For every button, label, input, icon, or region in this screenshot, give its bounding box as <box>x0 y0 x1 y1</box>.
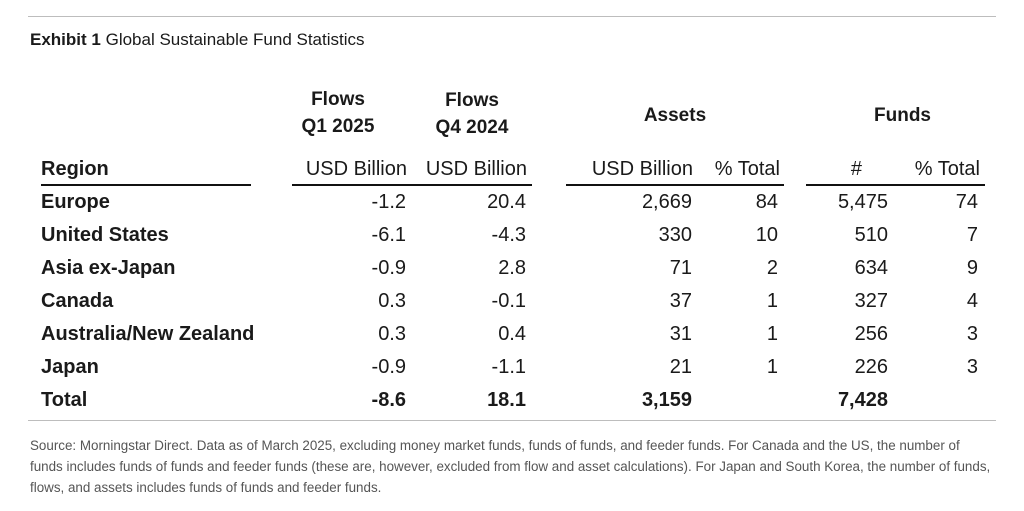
subheader-flows-q1-unit: USD Billion <box>305 158 407 180</box>
table-cell-funds: 5,475 <box>837 191 888 213</box>
table-cell-assets: 330 <box>658 224 692 246</box>
table-cell-funds-pct: 3 <box>966 356 978 378</box>
underline-funds <box>806 184 985 186</box>
table-cell-assets-pct: 2 <box>766 257 778 279</box>
underline-region <box>41 184 251 186</box>
exhibit-title-text: Global Sustainable Fund Statistics <box>105 30 365 49</box>
header-flows-q4: Flows Q4 2024 <box>412 87 532 141</box>
table-cell-flows-q4: -4.3 <box>491 224 526 246</box>
exhibit-label: Exhibit 1 <box>30 30 101 49</box>
table-cell-flows-q1: -0.9 <box>371 257 406 279</box>
table-cell-assets-pct: 84 <box>755 191 778 213</box>
table-cell-funds-pct: 74 <box>955 191 978 213</box>
table-cell-funds-pct: 7 <box>966 224 978 246</box>
table-cell-assets: 2,669 <box>641 191 692 213</box>
table-row-region: Europe <box>41 191 110 213</box>
subheader-funds-pct: % Total <box>914 158 980 180</box>
subheader-funds-count: # <box>850 158 862 180</box>
table-cell-funds-pct: 3 <box>966 323 978 345</box>
table-row-region: Canada <box>41 290 114 312</box>
table-row-region: Asia ex-Japan <box>41 257 176 279</box>
table-cell-assets: 31 <box>669 323 692 345</box>
table-cell-flows-q4: 2.8 <box>498 257 526 279</box>
total-flows-q4: 18.1 <box>487 389 526 411</box>
table-cell-funds: 510 <box>854 224 888 246</box>
table-cell-funds-pct: 9 <box>966 257 978 279</box>
total-flows-q1: -8.6 <box>371 389 406 411</box>
table-cell-funds-pct: 4 <box>966 290 978 312</box>
table-cell-flows-q1: -6.1 <box>371 224 406 246</box>
header-flows-q1-line2: Q1 2025 <box>301 116 375 137</box>
subheader-assets-pct: % Total <box>714 158 780 180</box>
top-rule <box>28 16 996 17</box>
table-cell-assets-pct: 1 <box>766 290 778 312</box>
bottom-rule <box>28 420 996 421</box>
table-cell-funds: 226 <box>854 356 888 378</box>
table-row-region: Japan <box>41 356 99 378</box>
table-cell-flows-q4: 20.4 <box>487 191 526 213</box>
subheader-assets-unit: USD Billion <box>591 158 693 180</box>
header-assets: Assets <box>643 105 707 126</box>
table-cell-flows-q4: -0.1 <box>491 290 526 312</box>
subheader-flows-q4-unit: USD Billion <box>425 158 527 180</box>
table-cell-flows-q1: -0.9 <box>371 356 406 378</box>
table-cell-assets-pct: 1 <box>766 323 778 345</box>
table-row-region: Australia/New Zealand <box>41 323 255 345</box>
table-cell-flows-q1: 0.3 <box>378 290 406 312</box>
header-flows-q4-line2: Q4 2024 <box>435 117 509 138</box>
total-funds: 7,428 <box>837 389 888 411</box>
subheader-region: Region <box>41 158 109 180</box>
table-cell-assets: 37 <box>669 290 692 312</box>
table-cell-funds: 256 <box>854 323 888 345</box>
underline-flows <box>292 184 532 186</box>
header-flows-q1-line1: Flows <box>311 89 365 110</box>
table-cell-assets: 71 <box>669 257 692 279</box>
table-cell-funds: 634 <box>854 257 888 279</box>
header-funds: Funds <box>874 105 931 126</box>
table-cell-assets: 21 <box>669 356 692 378</box>
underline-assets <box>566 184 784 186</box>
table-cell-funds: 327 <box>854 290 888 312</box>
table-cell-flows-q4: 0.4 <box>498 323 526 345</box>
header-flows-q4-line1: Flows <box>445 90 499 111</box>
table-cell-flows-q1: 0.3 <box>378 323 406 345</box>
table-cell-flows-q1: -1.2 <box>371 191 406 213</box>
total-assets: 3,159 <box>641 389 692 411</box>
table-cell-assets-pct: 1 <box>766 356 778 378</box>
table-row-region: United States <box>41 224 169 246</box>
table-cell-flows-q4: -1.1 <box>491 356 526 378</box>
total-row-label: Total <box>41 389 88 411</box>
source-footnote: Source: Morningstar Direct. Data as of M… <box>30 438 991 495</box>
header-flows-q1: Flows Q1 2025 <box>278 86 398 140</box>
exhibit-title: Exhibit 1 Global Sustainable Fund Statis… <box>30 30 365 50</box>
table-cell-assets-pct: 10 <box>755 224 778 246</box>
